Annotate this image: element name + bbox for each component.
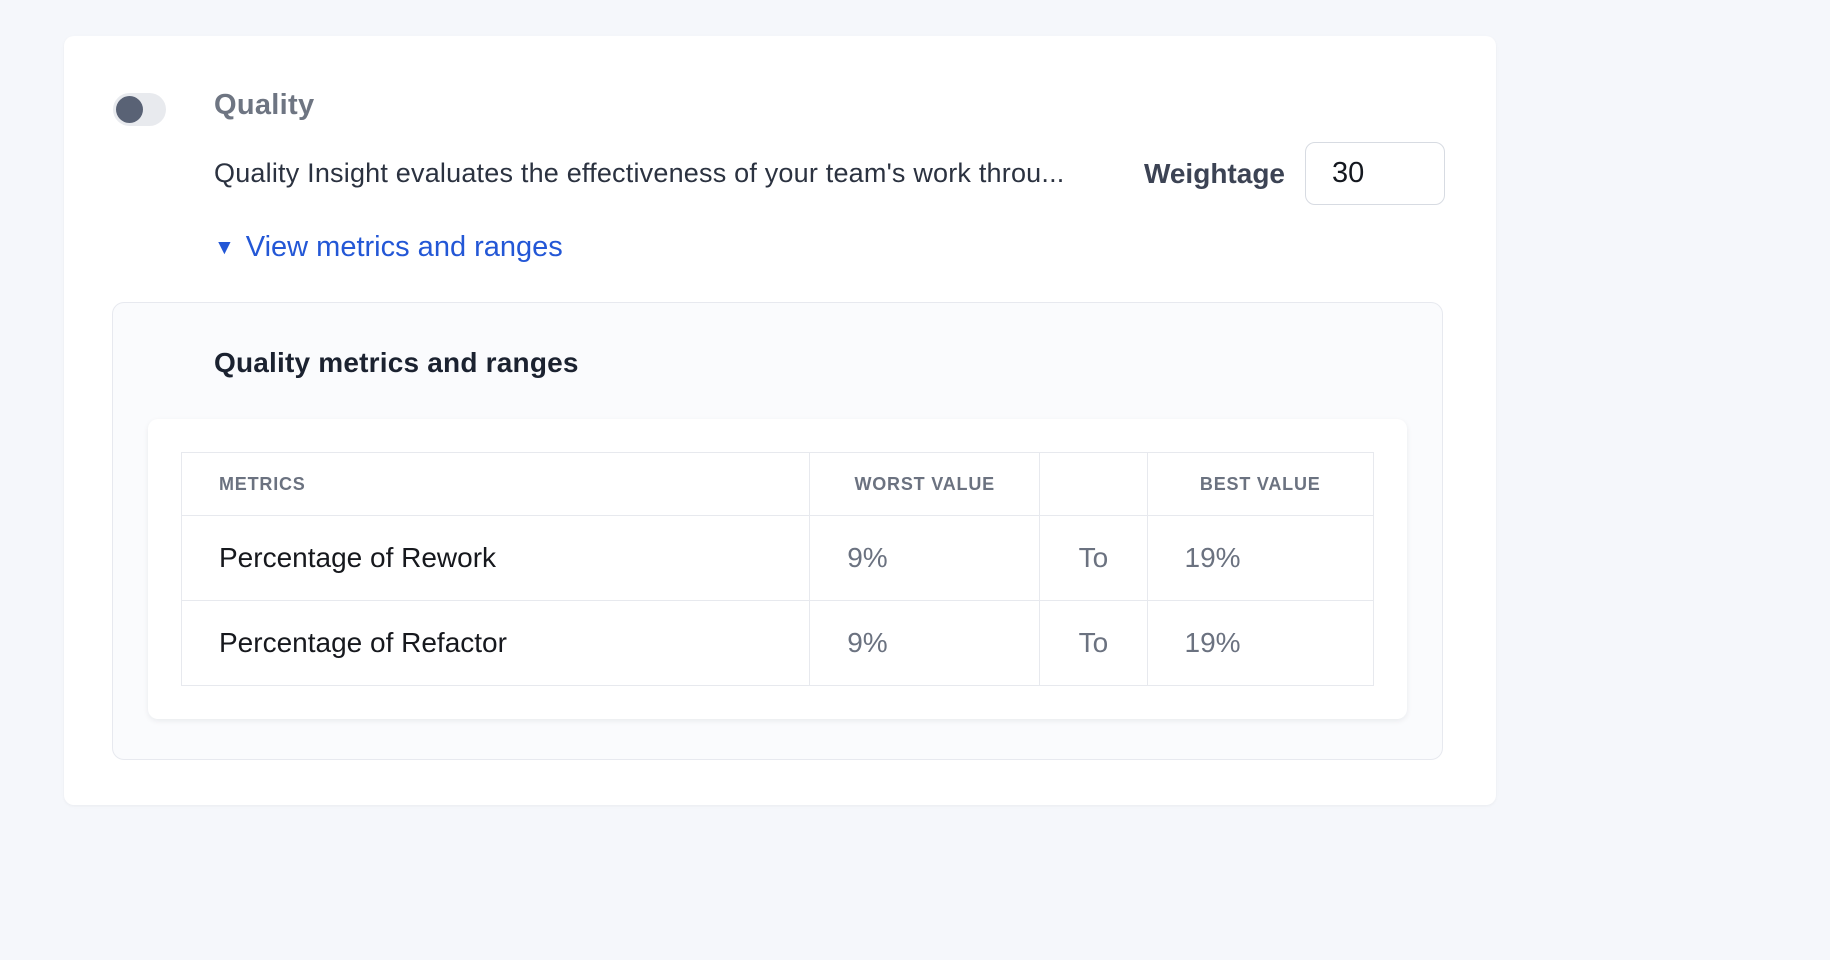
weightage-group: Weightage [1144,142,1445,205]
metrics-table-body: Percentage of Rework 9% To 19% Percentag… [180,515,1374,686]
weightage-input[interactable] [1305,142,1445,205]
metric-name: Percentage of Rework [180,515,811,601]
section-title: Quality [214,89,315,121]
section-description: Quality Insight evaluates the effectiven… [214,158,1065,188]
view-metrics-label: View metrics and ranges [245,231,563,263]
toggle-knob-icon [116,96,143,123]
best-value: 19% [1146,600,1374,686]
to-label: To [1039,515,1148,601]
table-row: Percentage of Rework 9% To 19% [180,515,1374,601]
triangle-down-icon: ▼ [214,236,235,259]
quality-header-main: Quality Quality Insight evaluates the ef… [214,89,1445,264]
panel-heading: Quality metrics and ranges [214,347,579,378]
table-row: Percentage of Refactor 9% To 19% [180,600,1374,686]
header-metrics: METRICS [180,452,811,516]
view-metrics-link[interactable]: ▼ View metrics and ranges [214,231,563,264]
metrics-table: METRICS WORST VALUE BEST VALUE Percentag… [180,452,1374,686]
to-label: To [1039,600,1148,686]
worst-value: 9% [809,515,1041,601]
quality-card: Quality Quality Insight evaluates the ef… [64,36,1496,805]
quality-header: Quality Quality Insight evaluates the ef… [64,36,1496,264]
best-value: 19% [1146,515,1374,601]
metrics-table-head: METRICS WORST VALUE BEST VALUE [180,452,1374,516]
header-to [1039,452,1148,516]
metrics-panel: Quality metrics and ranges METRICS WORST… [112,302,1443,760]
worst-value: 9% [809,600,1041,686]
weightage-label: Weightage [1143,157,1285,189]
header-best-value: BEST VALUE [1146,452,1374,516]
description-row: Quality Insight evaluates the effectiven… [214,142,1445,205]
header-worst-value: WORST VALUE [809,452,1041,516]
header-row: METRICS WORST VALUE BEST VALUE [180,452,1374,516]
metric-name: Percentage of Refactor [180,600,811,686]
metrics-table-card: METRICS WORST VALUE BEST VALUE Percentag… [148,419,1407,719]
quality-toggle[interactable] [113,93,166,126]
